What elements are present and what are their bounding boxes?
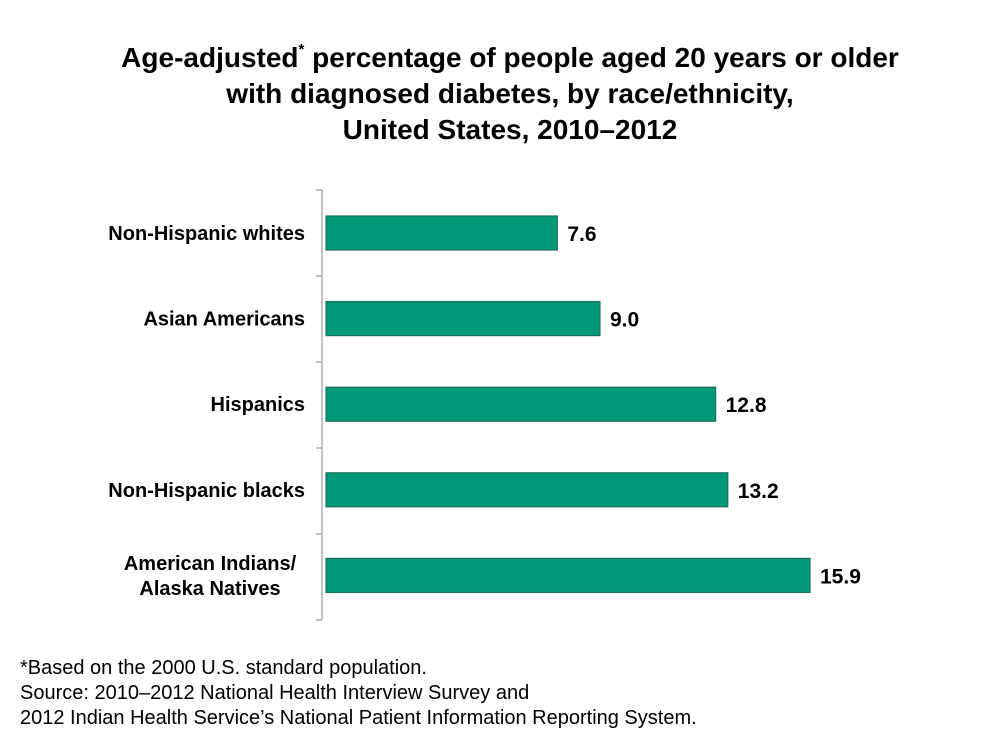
source-line-1: Source: 2010–2012 National Health Interv… <box>20 682 530 704</box>
category-label: Non-Hispanic blacks <box>108 480 305 502</box>
category-label: American Indians/ <box>124 553 297 575</box>
bars <box>325 215 811 594</box>
data-label: 13.2 <box>738 480 779 503</box>
category-label: Hispanics <box>211 394 305 416</box>
footnote-standard-population: *Based on the 2000 U.S. standard populat… <box>20 657 427 679</box>
bar <box>325 301 601 337</box>
title-line-3: United States, 2010–2012 <box>342 114 678 145</box>
value-labels: 7.6 9.0 12.8 13.2 15.9 <box>567 223 861 588</box>
data-label: 12.8 <box>726 394 767 417</box>
category-label: Alaska Natives <box>139 578 280 600</box>
title-line-2: with diagnosed diabetes, by race/ethnici… <box>226 78 794 109</box>
footnotes: *Based on the 2000 U.S. standard populat… <box>20 656 980 731</box>
chart-title: Age-adjusted* percentage of people aged … <box>40 40 980 148</box>
title-line-1: Age-adjusted* percentage of people aged … <box>40 40 980 76</box>
title-line-1-end: percentage of people aged 20 years or ol… <box>304 42 899 73</box>
category-axis <box>316 189 323 621</box>
data-label: 9.0 <box>610 309 639 332</box>
bar <box>325 386 717 422</box>
data-label: 7.6 <box>567 223 596 246</box>
category-labels: Non-Hispanic whites Asian Americans Hispan… <box>108 223 305 600</box>
title-line-1-start: Age-adjusted <box>121 42 299 73</box>
category-label: Asian Americans <box>143 309 305 331</box>
bar <box>325 215 558 251</box>
category-label: Non-Hispanic whites <box>108 223 305 245</box>
bar <box>325 472 729 508</box>
data-label: 15.9 <box>820 565 861 588</box>
source-line-2: 2012 Indian Health Service’s National Pa… <box>20 707 697 729</box>
bar <box>325 557 811 594</box>
title-asterisk: * <box>298 40 305 58</box>
